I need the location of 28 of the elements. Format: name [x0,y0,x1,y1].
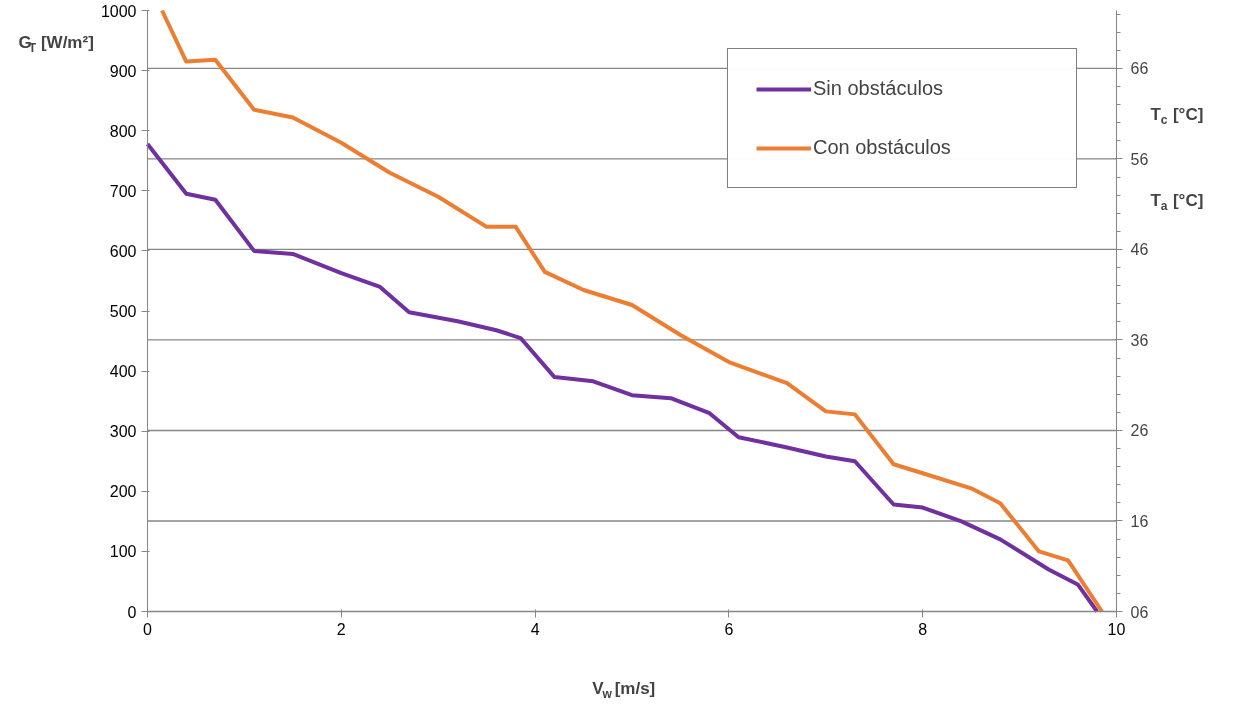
y2-tick-label: 36 [1130,331,1149,349]
x-tick-label: 10 [1107,620,1126,638]
y-tick-label: 200 [109,483,137,501]
y2-tick-label: 26 [1130,422,1149,440]
y-tick-label: 300 [109,423,137,441]
y2-tick-label: 16 [1130,512,1149,530]
x-tick-label: 6 [724,620,734,638]
x-tick-label: 0 [143,620,153,638]
y-tick-label: 400 [109,363,137,381]
y2-tick-label: 06 [1130,603,1149,621]
y-tick-label: 600 [109,242,137,260]
legend-label: Sin obstáculos [813,77,945,100]
y-tick-label: 800 [109,122,137,140]
legend-label: Con obstáculos [813,136,952,159]
y-tick-label: 100 [109,543,137,561]
x-tick-label: 4 [530,620,540,638]
y2-tick-label: 46 [1130,241,1149,259]
y2-tick-label: 66 [1130,60,1149,78]
line-series [160,8,1104,614]
y-tick-label: 1000 [100,2,137,20]
y-tick-label: 500 [109,303,137,320]
y-tick-label: 700 [109,182,137,200]
x-tick-label: 2 [336,620,346,638]
y2-tick-label: 56 [1130,150,1149,168]
y-tick-label: 0 [127,603,137,621]
line-series [145,141,1100,614]
y-tick-label: 900 [109,62,137,80]
x-tick-label: 8 [918,620,928,638]
